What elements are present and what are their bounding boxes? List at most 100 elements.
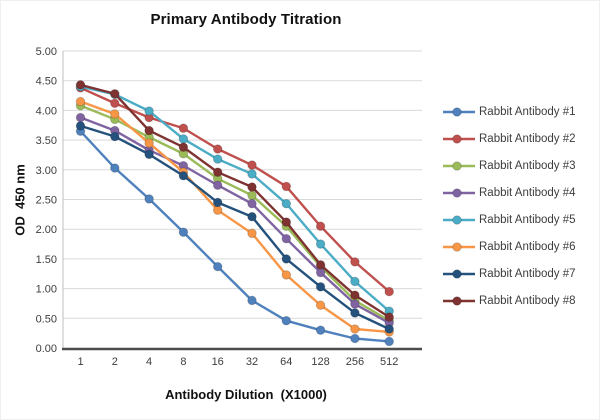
x-axis-tick-label: 8 (180, 356, 186, 368)
series-line (80, 83, 390, 319)
data-point-marker (281, 254, 292, 264)
y-axis-tick-label: 3.50 (36, 135, 57, 147)
data-point-marker (384, 312, 395, 322)
data-point-marker (350, 308, 360, 318)
data-point-marker (212, 197, 223, 208)
series-line (80, 85, 390, 313)
y-axis-tick-label: 4.50 (36, 76, 57, 88)
data-point-marker (315, 260, 326, 270)
chart-title: Primary Antibody Titration (150, 11, 342, 28)
legend-item: Rabbit Antibody #3 (442, 152, 576, 179)
data-point-marker (75, 121, 86, 131)
data-point-marker (178, 142, 189, 153)
legend-marker-icon (443, 106, 475, 117)
data-point-marker (75, 112, 86, 123)
data-point-marker (178, 123, 189, 134)
y-axis-tick-label: 4.00 (36, 105, 57, 117)
data-point-marker (384, 324, 395, 334)
data-point-marker (247, 160, 257, 170)
data-point-marker (212, 180, 223, 191)
y-axis-tick-label: 0.00 (36, 343, 57, 355)
legend: Rabbit Antibody #1 Rabbit Antibody #2 Rabb… (442, 98, 576, 314)
legend-marker-icon (443, 187, 475, 198)
data-point-marker (144, 106, 154, 116)
data-point-marker (178, 227, 189, 237)
data-point-marker (281, 181, 292, 192)
data-point-marker (247, 169, 257, 179)
legend-item-label: Rabbit Antibody #6 (479, 240, 576, 253)
legend-item-label: Rabbit Antibody #5 (479, 213, 576, 226)
legend-marker-icon (443, 133, 475, 144)
legend-marker-icon (443, 241, 475, 252)
y-axis-tick-label: 5.00 (36, 46, 57, 58)
legend-item-label: Rabbit Antibody #3 (479, 159, 576, 172)
x-axis-tick-label: 4 (146, 356, 152, 368)
data-point-marker (212, 144, 223, 154)
data-point-marker (350, 290, 360, 300)
data-point-marker (384, 286, 395, 297)
data-point-marker (212, 154, 223, 164)
data-point-marker (110, 88, 120, 99)
data-point-marker (247, 228, 257, 239)
data-point-marker (315, 300, 326, 311)
data-point-marker (350, 299, 360, 309)
y-axis-tick-label: 0.50 (36, 313, 57, 325)
data-point-marker (281, 315, 292, 326)
x-axis-tick-label: 32 (246, 356, 258, 368)
data-point-marker (110, 163, 120, 173)
data-point-marker (281, 233, 292, 244)
data-point-marker (110, 131, 120, 142)
data-point-marker (247, 295, 257, 306)
series-line (80, 116, 390, 325)
legend-marker-icon (443, 268, 475, 279)
data-point-marker (144, 194, 154, 204)
data-point-marker (350, 333, 360, 344)
data-point-marker (212, 261, 223, 272)
data-point-marker (144, 149, 154, 160)
y-axis-tick-label: 1.50 (36, 254, 57, 266)
x-axis-tick-label: 128 (311, 356, 329, 368)
data-point-marker (178, 170, 189, 181)
y-axis-tick-label: 2.00 (36, 224, 57, 236)
y-axis-tick-label: 2.50 (36, 195, 57, 207)
legend-item: Rabbit Antibody #4 (442, 179, 576, 206)
data-point-marker (247, 198, 257, 209)
data-point-marker (247, 190, 257, 201)
data-point-marker (350, 324, 360, 334)
legend-marker-icon (443, 295, 475, 306)
data-point-marker (144, 138, 154, 148)
data-point-marker (350, 257, 360, 267)
data-point-marker (144, 125, 154, 136)
data-point-marker (247, 182, 257, 192)
x-axis-tick-label: 64 (280, 356, 292, 368)
series-line (80, 86, 390, 293)
x-axis-tick-label: 256 (346, 356, 364, 368)
x-axis-title: Antibody Dilution (X1000) (165, 387, 327, 402)
x-axis-tick-label: 1 (77, 356, 83, 368)
data-point-marker (110, 109, 120, 119)
legend-item-label: Rabbit Antibody #7 (479, 267, 576, 280)
legend-item: Rabbit Antibody #6 (442, 233, 576, 260)
data-point-marker (75, 96, 86, 107)
data-point-marker (281, 198, 292, 209)
legend-item-label: Rabbit Antibody #2 (479, 132, 576, 145)
data-point-marker (247, 211, 257, 222)
series-line (80, 124, 390, 331)
y-axis-title: OD 450 nm (12, 164, 28, 236)
data-point-marker (384, 336, 395, 347)
legend-item-label: Rabbit Antibody #8 (479, 294, 576, 307)
data-point-marker (315, 325, 326, 335)
legend-item: Rabbit Antibody #5 (442, 206, 576, 233)
series-line (80, 100, 390, 334)
data-point-marker (212, 167, 223, 177)
data-point-marker (350, 276, 360, 287)
data-point-marker (75, 80, 86, 90)
y-axis-tick-label: 1.00 (36, 284, 57, 296)
legend-marker-icon (443, 160, 475, 171)
data-point-marker (315, 282, 326, 292)
legend-item: Rabbit Antibody #7 (442, 260, 576, 287)
legend-item: Rabbit Antibody #1 (442, 98, 576, 125)
legend-marker-icon (443, 214, 475, 225)
